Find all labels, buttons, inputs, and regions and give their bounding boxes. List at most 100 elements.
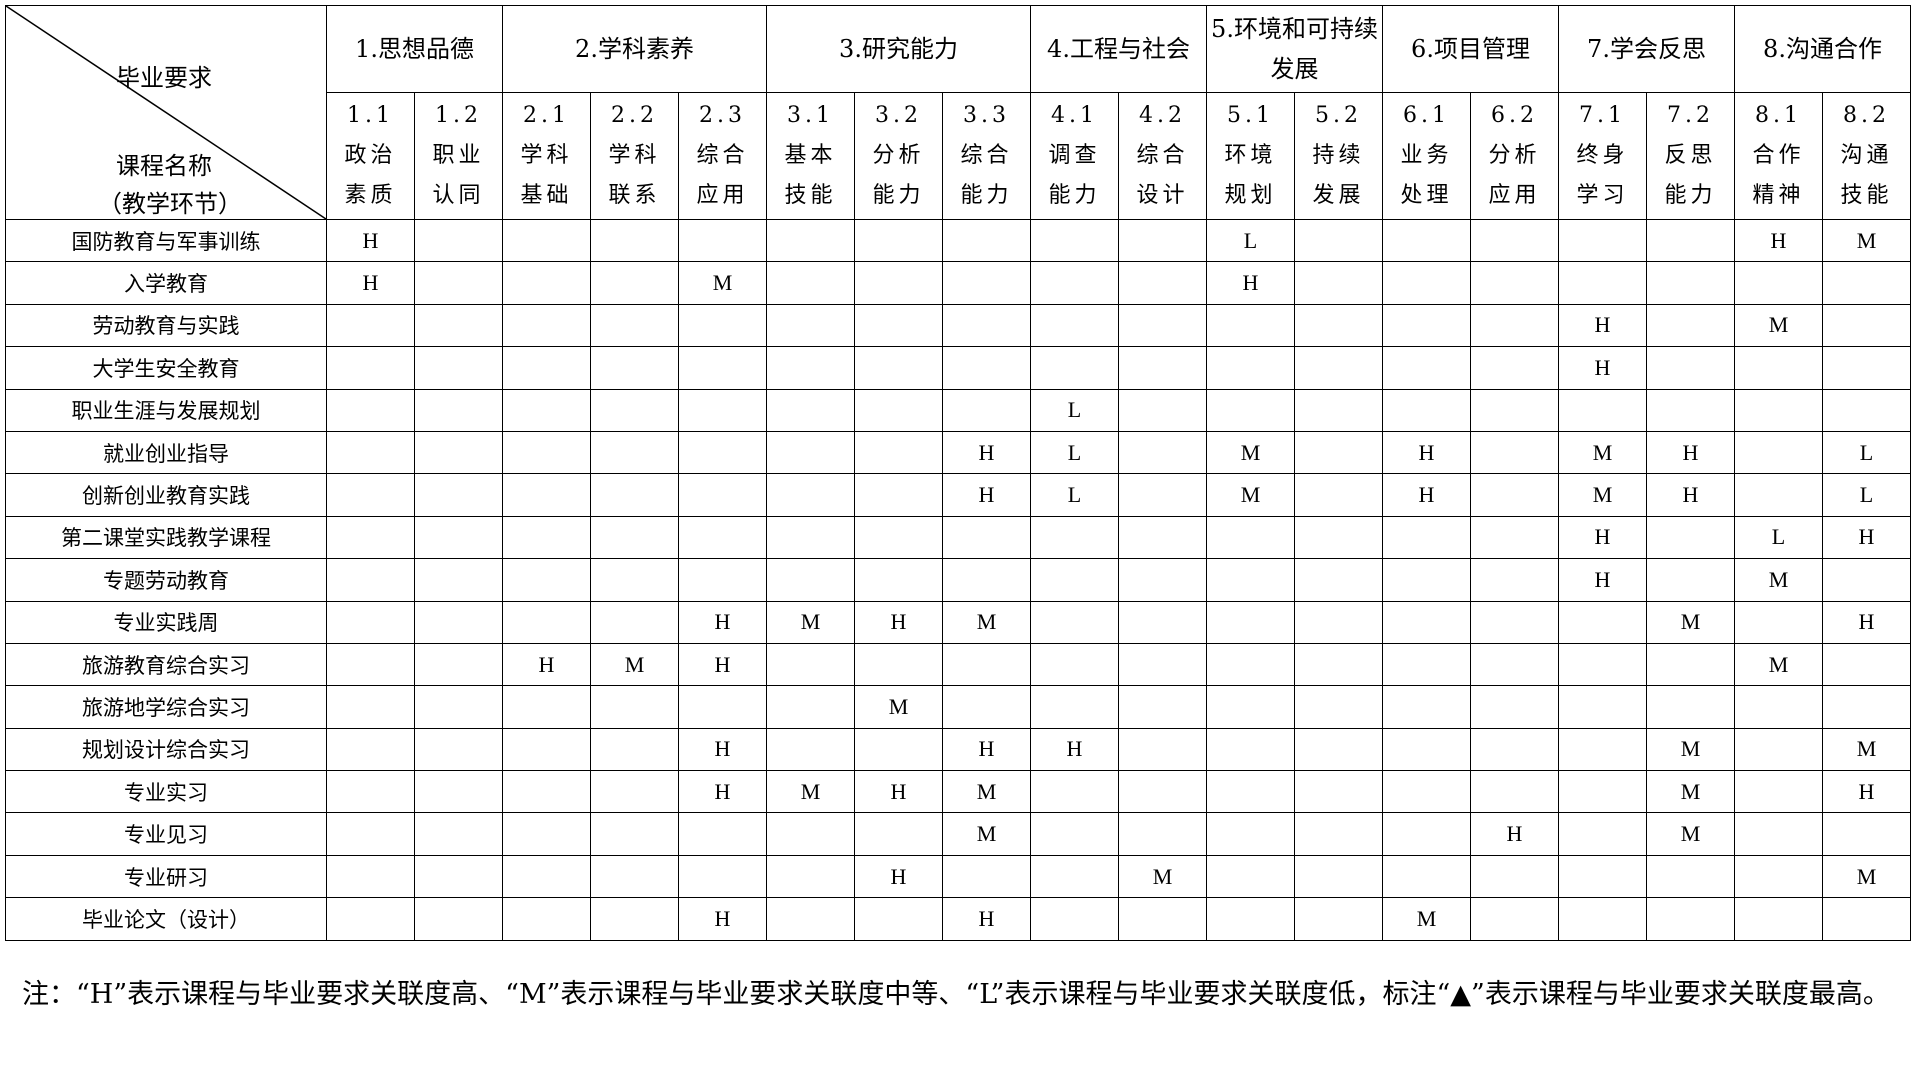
relevance-cell: M bbox=[1822, 854, 1911, 899]
group-header: 4.工程与社会 bbox=[1030, 5, 1207, 93]
relevance-cell bbox=[1294, 727, 1383, 772]
relevance-cell bbox=[766, 218, 855, 263]
table-row: 创新创业教育实践 H L M H M H L bbox=[5, 473, 1911, 517]
relevance-cell bbox=[1470, 346, 1559, 390]
sub-header-l2: 能力 bbox=[872, 183, 925, 208]
relevance-cell: H bbox=[1558, 515, 1647, 560]
relevance-cell: H bbox=[942, 430, 1031, 475]
relevance-cell bbox=[1294, 812, 1383, 856]
sub-header-l2: 能力 bbox=[960, 183, 1013, 208]
relevance-cell bbox=[854, 558, 943, 602]
sub-header-num: 2.1 bbox=[523, 103, 570, 128]
sub-header-num: 5.2 bbox=[1315, 103, 1362, 128]
relevance-cell bbox=[1470, 430, 1559, 475]
relevance-cell: L bbox=[1030, 388, 1119, 432]
relevance-cell bbox=[502, 770, 591, 814]
relevance-cell bbox=[1470, 897, 1559, 941]
relevance-cell bbox=[1294, 558, 1383, 602]
relevance-cell bbox=[590, 854, 679, 899]
relevance-cell bbox=[678, 558, 767, 602]
course-name: 毕业论文（设计） bbox=[5, 897, 327, 941]
relevance-cell bbox=[414, 430, 503, 475]
relevance-cell bbox=[678, 388, 767, 432]
group-header: 7.学会反思 bbox=[1558, 5, 1735, 93]
course-name: 国防教育与军事训练 bbox=[5, 218, 327, 263]
relevance-cell: H bbox=[1382, 473, 1471, 517]
relevance-cell bbox=[1558, 388, 1647, 432]
relevance-cell bbox=[1382, 261, 1471, 305]
relevance-cell bbox=[942, 558, 1031, 602]
course-name: 创新创业教育实践 bbox=[5, 473, 327, 517]
relevance-cell: H bbox=[1030, 727, 1119, 772]
table-row: 专业研习 H M M bbox=[5, 854, 1911, 899]
relevance-cell bbox=[590, 600, 679, 644]
relevance-cell bbox=[414, 261, 503, 305]
relevance-cell bbox=[502, 854, 591, 899]
relevance-cell bbox=[326, 473, 415, 517]
relevance-cell bbox=[1382, 642, 1471, 687]
relevance-cell bbox=[1470, 515, 1559, 560]
sub-header-l2: 处理 bbox=[1400, 183, 1453, 208]
relevance-cell bbox=[1206, 515, 1295, 560]
relevance-cell bbox=[854, 388, 943, 432]
course-name: 旅游地学综合实习 bbox=[5, 685, 327, 729]
relevance-cell bbox=[414, 473, 503, 517]
relevance-cell bbox=[766, 727, 855, 772]
relevance-cell bbox=[1030, 642, 1119, 687]
sub-header-l2: 精神 bbox=[1752, 183, 1805, 208]
sub-header-l1: 环境 bbox=[1224, 143, 1277, 168]
relevance-cell bbox=[1294, 770, 1383, 814]
relevance-cell bbox=[854, 218, 943, 263]
table-row: 国防教育与军事训练 H L H M bbox=[5, 218, 1911, 263]
course-name: 专业见习 bbox=[5, 812, 327, 856]
sub-header-num: 7.1 bbox=[1579, 103, 1626, 128]
relevance-cell bbox=[1294, 303, 1383, 348]
group-header: 5.环境和可持续发展 bbox=[1206, 5, 1383, 93]
relevance-cell bbox=[942, 854, 1031, 899]
relevance-cell bbox=[414, 388, 503, 432]
relevance-cell bbox=[1118, 685, 1207, 729]
relevance-cell bbox=[1646, 261, 1735, 305]
relevance-cell bbox=[502, 685, 591, 729]
sub-header-l2: 设计 bbox=[1136, 183, 1189, 208]
relevance-cell bbox=[502, 218, 591, 263]
relevance-cell: H bbox=[942, 897, 1031, 941]
relevance-cell bbox=[326, 642, 415, 687]
relevance-cell bbox=[1294, 854, 1383, 899]
relevance-cell bbox=[326, 812, 415, 856]
relevance-cell bbox=[1118, 600, 1207, 644]
sub-header-l1: 职业 bbox=[432, 143, 485, 168]
relevance-cell bbox=[942, 388, 1031, 432]
course-name: 专业研习 bbox=[5, 854, 327, 899]
relevance-cell bbox=[1118, 558, 1207, 602]
relevance-cell bbox=[414, 303, 503, 348]
relevance-cell: M bbox=[1206, 430, 1295, 475]
relevance-cell bbox=[1558, 897, 1647, 941]
sub-header-l1: 沟通 bbox=[1840, 143, 1893, 168]
sub-header-l1: 调查 bbox=[1048, 143, 1101, 168]
relevance-cell bbox=[502, 261, 591, 305]
relevance-cell bbox=[678, 854, 767, 899]
sub-requirement-header: 3.2 分析 能力 bbox=[854, 92, 943, 220]
relevance-cell bbox=[1382, 854, 1471, 899]
relevance-cell bbox=[590, 727, 679, 772]
relevance-cell bbox=[1294, 897, 1383, 941]
relevance-cell bbox=[1294, 515, 1383, 560]
relevance-cell: H bbox=[678, 897, 767, 941]
relevance-cell: H bbox=[1470, 812, 1559, 856]
relevance-cell bbox=[1470, 600, 1559, 644]
table-row: 旅游教育综合实习 H M H M bbox=[5, 642, 1911, 687]
relevance-cell bbox=[854, 727, 943, 772]
relevance-cell bbox=[766, 430, 855, 475]
relevance-cell bbox=[590, 218, 679, 263]
relevance-cell: M bbox=[1734, 303, 1823, 348]
relevance-cell bbox=[502, 303, 591, 348]
relevance-cell bbox=[1118, 218, 1207, 263]
relevance-cell bbox=[1646, 388, 1735, 432]
corner-teaching-label: （教学环节） bbox=[98, 190, 242, 218]
relevance-cell bbox=[326, 727, 415, 772]
relevance-cell bbox=[678, 303, 767, 348]
relevance-cell bbox=[1734, 473, 1823, 517]
table-row: 大学生安全教育 H bbox=[5, 346, 1911, 390]
relevance-cell bbox=[1646, 897, 1735, 941]
